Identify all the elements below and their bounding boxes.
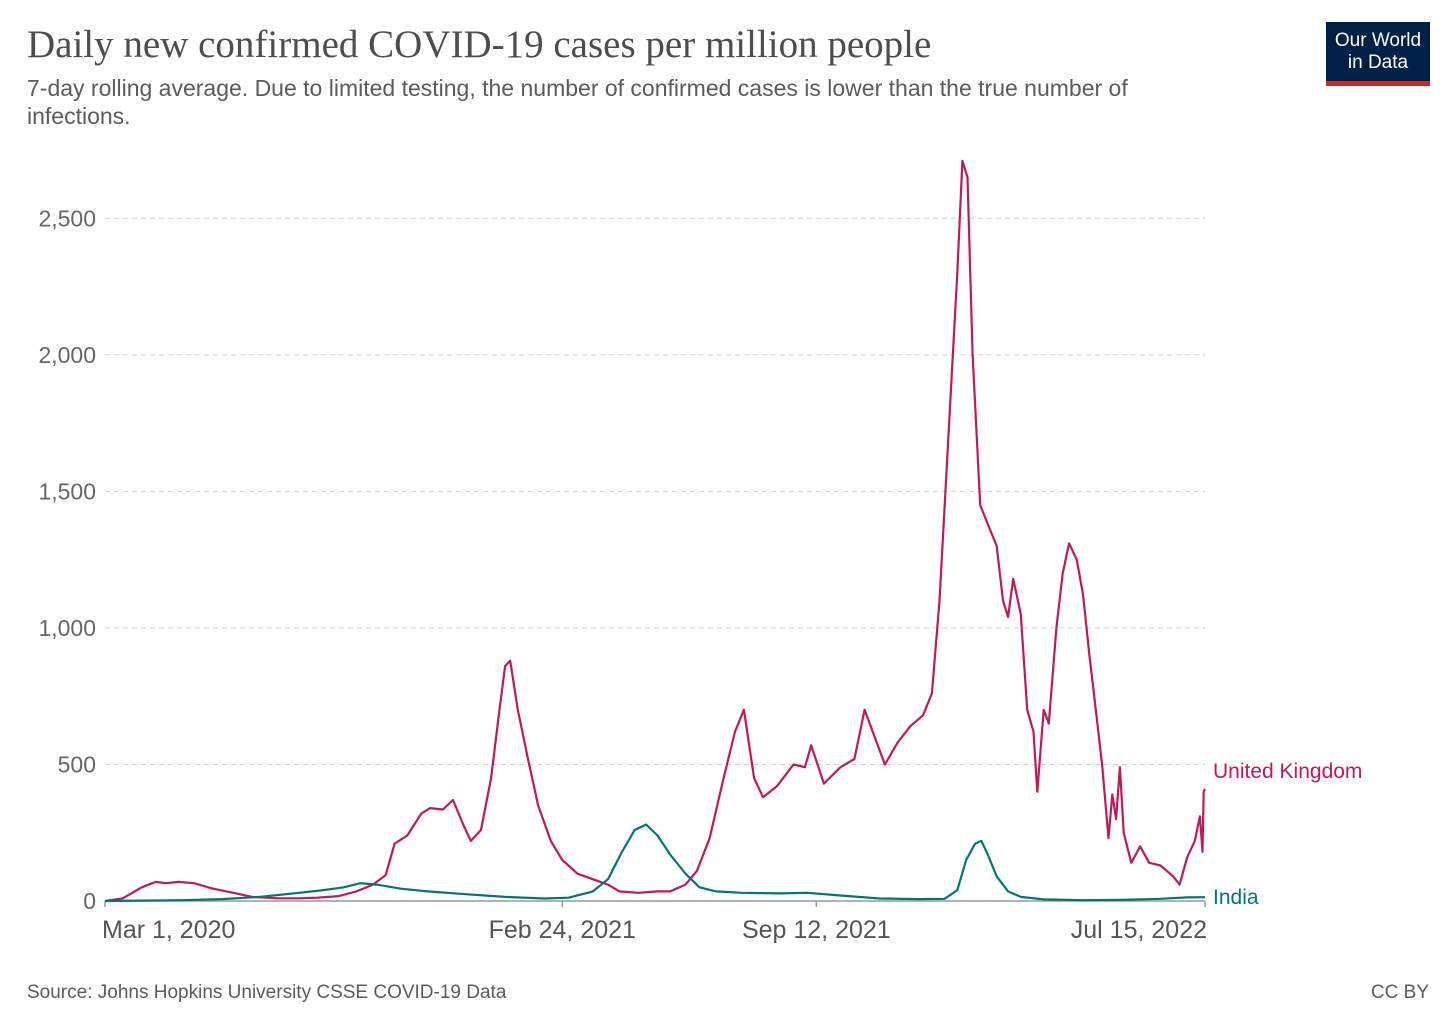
series-label[interactable]: United Kingdom	[1213, 760, 1362, 783]
series-labels: United Kingdom India	[1213, 760, 1362, 909]
chart-subtitle: 7-day rolling average. Due to limited te…	[27, 75, 1128, 129]
series-lines	[104, 159, 1206, 903]
logo-line-2: in Data	[1347, 52, 1409, 73]
our-world-in-data-logo[interactable]: Our World in Data	[1326, 22, 1430, 86]
x-tick-label: Sep 12, 2021	[742, 916, 891, 944]
series-label[interactable]: India	[1213, 886, 1259, 909]
x-tick-label: Jul 15, 2022	[1071, 916, 1207, 944]
y-tick-label: 1,000	[38, 615, 96, 641]
series-line-united-kingdom[interactable]	[104, 159, 1206, 903]
source-note[interactable]: Source: Johns Hopkins University CSSE CO…	[27, 982, 507, 1003]
y-tick-label: 500	[58, 751, 96, 777]
y-tick-label: 2,000	[38, 342, 96, 368]
y-tick-label: 2,500	[38, 205, 96, 231]
x-tick-label: Mar 1, 2020	[102, 916, 235, 944]
series-line-india[interactable]	[104, 823, 1206, 903]
license-link[interactable]: CC BY	[1370, 982, 1429, 1003]
logo-line-1: Our World	[1334, 30, 1422, 51]
x-axis-ticks: Mar 1, 2020 Feb 24, 2021 Sep 12, 2021 Jul 1…	[102, 901, 1207, 944]
y-axis-ticks: 0 500 1,000 1,500 2,000 2,500	[38, 205, 96, 914]
grid-lines	[105, 217, 1205, 902]
chart-title: Daily new confirmed COVID-19 cases per m…	[27, 23, 932, 66]
y-tick-label: 0	[83, 888, 96, 914]
y-tick-label: 1,500	[38, 478, 96, 504]
x-tick-label: Feb 24, 2021	[489, 916, 636, 944]
